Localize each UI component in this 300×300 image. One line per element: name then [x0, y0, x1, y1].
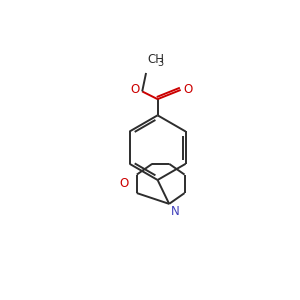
Text: CH: CH [148, 53, 165, 66]
Text: O: O [183, 82, 192, 96]
Text: N: N [171, 205, 179, 218]
Text: O: O [130, 83, 140, 96]
Text: 3: 3 [157, 58, 163, 68]
Text: O: O [120, 177, 129, 190]
